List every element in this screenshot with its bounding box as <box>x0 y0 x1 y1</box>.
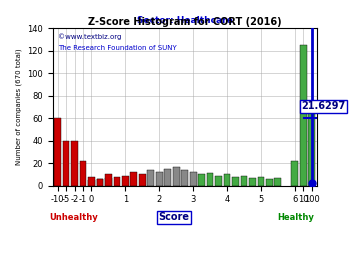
Bar <box>274 178 281 186</box>
Text: ©www.textbiz.org: ©www.textbiz.org <box>58 33 121 39</box>
Bar <box>71 141 78 186</box>
Bar <box>309 113 315 186</box>
Bar <box>80 161 86 186</box>
Bar <box>300 45 307 186</box>
Bar <box>156 172 163 186</box>
Text: 21.6297: 21.6297 <box>302 101 346 111</box>
Bar <box>207 173 213 186</box>
Bar <box>96 179 103 186</box>
Text: Unhealthy: Unhealthy <box>49 213 98 222</box>
Bar <box>240 176 247 186</box>
Text: Sector: Healthcare: Sector: Healthcare <box>137 16 233 25</box>
Text: Score: Score <box>159 212 190 222</box>
Bar <box>139 174 146 186</box>
Bar <box>181 170 188 186</box>
Text: Healthy: Healthy <box>277 213 314 222</box>
Bar <box>190 172 197 186</box>
Bar <box>232 177 239 186</box>
Text: The Research Foundation of SUNY: The Research Foundation of SUNY <box>58 45 176 52</box>
Bar <box>249 178 256 186</box>
Bar <box>198 174 205 186</box>
Bar <box>147 170 154 186</box>
Title: Z-Score Histogram for CORT (2016): Z-Score Histogram for CORT (2016) <box>88 17 282 27</box>
Bar <box>257 177 264 186</box>
Bar <box>165 169 171 186</box>
Bar <box>54 118 61 186</box>
Bar <box>63 141 69 186</box>
Bar <box>266 179 273 186</box>
Bar <box>96 179 103 186</box>
Bar <box>88 177 95 186</box>
Bar <box>215 176 222 186</box>
Bar <box>105 174 112 186</box>
Bar <box>113 177 120 186</box>
Bar <box>224 174 230 186</box>
Bar <box>88 180 95 186</box>
Bar <box>292 161 298 186</box>
Bar <box>130 172 137 186</box>
Bar <box>173 167 180 186</box>
Y-axis label: Number of companies (670 total): Number of companies (670 total) <box>15 49 22 165</box>
Bar <box>122 176 129 186</box>
Bar <box>105 178 112 186</box>
